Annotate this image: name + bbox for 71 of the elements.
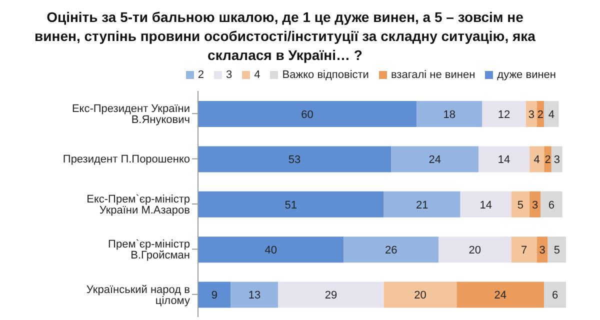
legend-label: 3 [226,69,232,81]
chart-title: Оцініть за 5-ти бальною шкалою, де 1 це дуже винен, а 5 – зовсім не винен, ступінь провини особистості/інституції за складну ситуацію, яка склалася в Україні… ? [34,8,536,65]
y-tick-label: Президент П.Порошенко [62,154,190,166]
data-label: 20 [414,290,426,302]
bar [438,236,512,263]
bar [416,101,482,127]
data-label: 26 [384,244,398,257]
data-label: 6 [548,199,554,212]
data-label: 20 [468,244,482,257]
bar [544,101,559,127]
data-label: 14 [480,199,492,212]
data-label: 60 [301,108,314,121]
bar [551,146,562,172]
data-label: 6 [552,290,558,302]
data-label: 53 [288,154,301,166]
data-label: 18 [443,108,456,121]
bar [198,101,417,127]
data-label: 14 [498,154,510,166]
bar [526,101,537,127]
bar [544,282,566,308]
bar [278,282,384,308]
data-label: 24 [428,154,441,166]
legend-label: взагалі не винен [390,69,476,81]
bar [548,236,566,263]
data-label: 3 [532,199,538,212]
data-label: 24 [494,290,507,302]
legend-label: 4 [254,69,260,81]
y-tick-label: Екс-Прем`єр-міністр України М.Азаров [86,193,190,216]
bar [384,282,457,308]
bar [530,146,544,172]
bar [511,191,530,218]
data-label: 12 [498,108,510,121]
data-label: 21 [416,199,428,212]
legend-label: Важко відповісти [282,69,369,81]
bar [344,236,438,263]
bar [530,191,540,218]
bar [456,282,544,308]
bar [391,146,479,172]
data-label: 4 [534,154,540,166]
bar [544,146,552,172]
bar [198,236,344,263]
bar [230,282,278,308]
data-label: 51 [284,199,298,212]
data-label: 40 [264,244,277,257]
bar [198,146,392,172]
bar [511,236,537,263]
bar [384,191,460,218]
data-label: 3 [528,108,534,121]
data-label: 13 [248,290,261,302]
data-label: 4 [548,108,554,121]
data-label: 2 [537,108,544,121]
data-label: 5 [554,244,560,257]
bar [198,282,231,308]
bar [536,236,548,263]
data-label: 2 [544,154,551,166]
legend-label: дуже винен [497,69,556,81]
data-label: 29 [324,290,338,302]
bar [540,191,562,218]
bar [478,146,530,172]
bar [460,191,512,218]
y-tick-label: Екс-Президент України В.Янукович [72,103,190,126]
data-label: 3 [554,154,560,166]
bar [482,101,526,127]
y-tick-label: Прем`єр-міністр В.Гройсман [108,238,190,262]
data-label: 9 [211,290,218,302]
legend-label: 2 [198,69,204,81]
data-label: 7 [521,244,528,257]
data-label: 5 [517,199,524,212]
bar [198,191,384,218]
data-label: 3 [539,244,546,257]
y-tick-label: Український народ в цілому [86,284,190,307]
